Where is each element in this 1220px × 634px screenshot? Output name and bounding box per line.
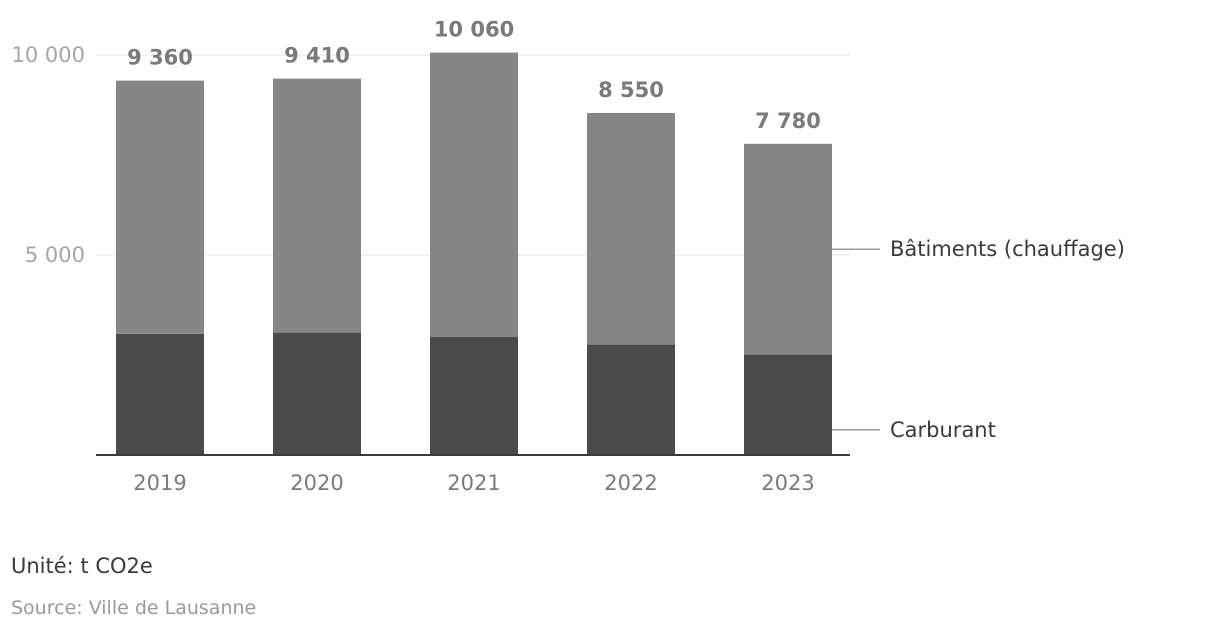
bar-segment-carburant — [587, 344, 675, 455]
y-tick-label: 5 000 — [25, 243, 85, 267]
bar-segment-batiments — [744, 143, 832, 355]
bars — [116, 52, 832, 455]
x-tick-label: 2021 — [447, 471, 500, 495]
unit-note: Unité: t CO2e — [11, 554, 153, 578]
total-label: 7 780 — [755, 109, 821, 133]
legend: Carburant Bâtiments (chauffage) — [832, 237, 1125, 442]
bar-segment-carburant — [273, 332, 361, 455]
bar-segment-batiments — [587, 113, 675, 345]
bar-segment-batiments — [273, 78, 361, 333]
labels: 5 000 10 000 9 360 2019 9 410 2020 10 060 2021 8… — [12, 18, 821, 495]
total-label: 9 360 — [127, 46, 193, 70]
legend-label-batiments: Bâtiments (chauffage) — [890, 237, 1125, 261]
total-label: 9 410 — [284, 44, 350, 68]
total-label: 10 060 — [434, 18, 514, 42]
source-note: Source: Ville de Lausanne — [11, 597, 257, 619]
bar-segment-carburant — [430, 337, 518, 455]
chart: 5 000 10 000 9 360 2019 9 410 2020 10 060 2021 8… — [12, 18, 1125, 495]
bar-segment-carburant — [744, 354, 832, 455]
x-tick-label: 2023 — [761, 471, 814, 495]
total-label: 8 550 — [598, 78, 664, 102]
x-tick-label: 2019 — [133, 471, 186, 495]
y-tick-label: 10 000 — [12, 43, 85, 67]
bar-segment-batiments — [430, 52, 518, 337]
x-tick-label: 2020 — [290, 471, 343, 495]
bar-segment-batiments — [116, 80, 204, 334]
x-tick-label: 2022 — [604, 471, 657, 495]
bar-segment-carburant — [116, 333, 204, 455]
legend-label-carburant: Carburant — [890, 418, 996, 442]
